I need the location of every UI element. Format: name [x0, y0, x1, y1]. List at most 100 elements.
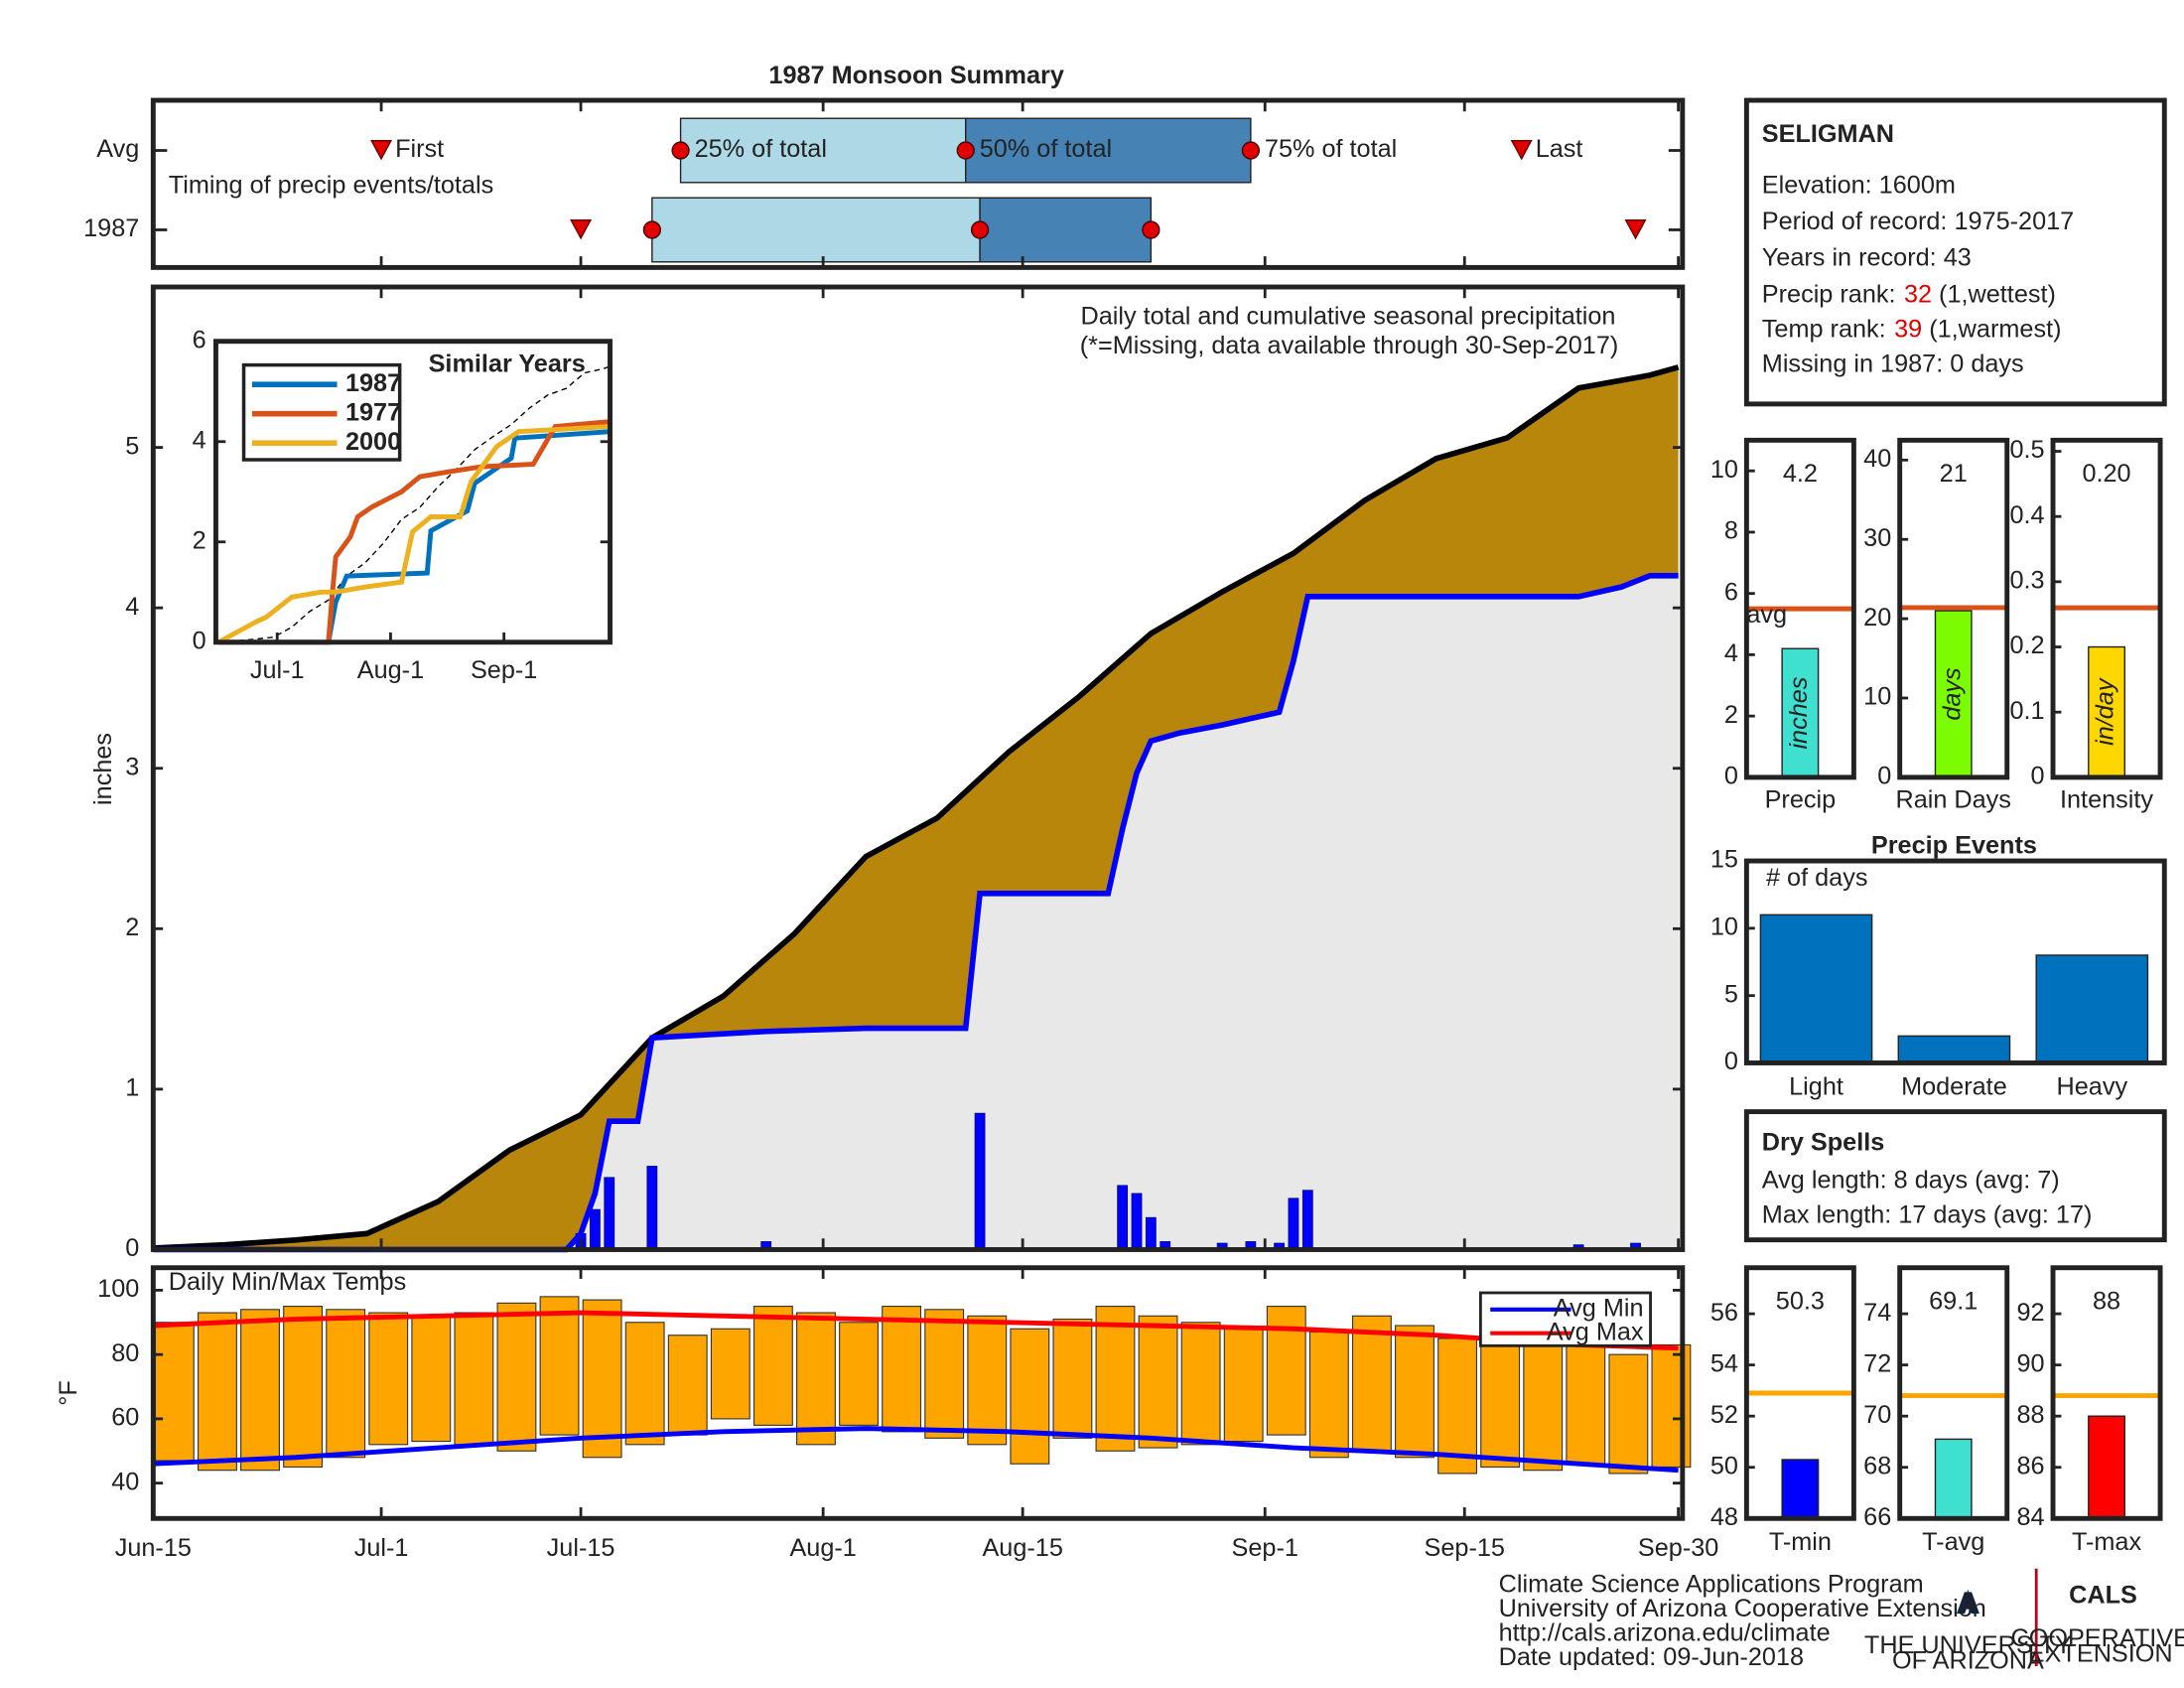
avg-label: avg	[1746, 601, 1787, 629]
category-label: Precip	[1765, 785, 1837, 813]
footer-line: University of Arizona Cooperative Extens…	[1499, 1595, 1986, 1622]
panel-frame	[150, 97, 1686, 270]
logo-text: COOPERATIVE	[2010, 1624, 2184, 1652]
inset-title: Similar Years	[429, 350, 586, 377]
y-tick-label: 66	[1863, 1503, 1891, 1531]
rank-label: Precip rank:	[1762, 280, 1896, 308]
y-tick-label: 5	[125, 432, 139, 460]
footer-line: http://cals.arizona.edu/climate	[1499, 1618, 1831, 1646]
temp-bar	[582, 1299, 622, 1459]
y-tick-label: 92	[2017, 1299, 2045, 1327]
y-tick-label: 20	[1863, 604, 1891, 632]
y-tick-label: 50	[1710, 1452, 1738, 1479]
q-box	[965, 117, 1252, 184]
daily-bar	[1301, 1190, 1313, 1250]
panel-frame	[150, 284, 1686, 1252]
panel-bg	[1746, 100, 2165, 404]
q-box	[651, 197, 981, 263]
temp-bar	[326, 1309, 366, 1459]
logo-text: OF ARIZONA	[1892, 1646, 2044, 1674]
y-tick-label: 74	[1863, 1299, 1891, 1327]
y-tick-label: 6	[193, 326, 206, 353]
y-tick-label: 48	[1710, 1503, 1738, 1531]
panel-frame	[1743, 1109, 2167, 1243]
y-tick-label: 10	[1710, 914, 1738, 941]
y-tick-label: 60	[111, 1404, 139, 1432]
bar	[1934, 610, 1973, 778]
line	[217, 424, 611, 644]
y-tick-label: 0	[2031, 763, 2045, 790]
average-line	[218, 365, 611, 642]
temp-bar	[1266, 1306, 1306, 1436]
y-tick-label: 84	[2017, 1503, 2045, 1531]
panel-frame	[2050, 437, 2163, 780]
y-tick-label: 10	[1710, 456, 1738, 484]
y-tick-label: 80	[111, 1339, 139, 1367]
station-info: Elevation: 1600m	[1762, 172, 1956, 200]
footer-line: Climate Science Applications Program	[1499, 1570, 1924, 1598]
x-tick-label: Sep-1	[1232, 1534, 1298, 1562]
temp-bar	[197, 1312, 237, 1472]
row-label: 1987	[83, 214, 139, 242]
line	[218, 429, 611, 645]
temp-bar	[667, 1335, 708, 1436]
x-tick-label: Aug-15	[982, 1534, 1062, 1562]
y-tick-label: 0.4	[2009, 501, 2044, 529]
y-axis-label: inches	[89, 733, 117, 805]
temp-bar	[624, 1322, 665, 1446]
temp-bar	[882, 1306, 922, 1433]
panel-frame	[1897, 1265, 2010, 1521]
y-tick-label: 54	[1710, 1349, 1738, 1377]
temp-bar	[967, 1315, 1008, 1446]
bar-label: inches	[1785, 676, 1813, 749]
temp-bar	[1138, 1315, 1178, 1449]
y-tick-label: 3	[125, 753, 139, 780]
dry-line: Avg length: 8 days (avg: 7)	[1762, 1166, 2060, 1194]
bar-label: days	[1938, 667, 1966, 721]
temp-bar	[1308, 1331, 1349, 1459]
dry-title: Dry Spells	[1762, 1129, 1885, 1157]
line	[153, 364, 1680, 1251]
y-tick-label: 5	[1724, 980, 1738, 1008]
x-tick-label: Aug-1	[789, 1534, 856, 1562]
temp-bar	[496, 1302, 537, 1452]
legend-label: Avg Min	[1554, 1294, 1644, 1322]
temp-bar	[154, 1322, 195, 1462]
y-tick-label: 0	[193, 627, 206, 654]
bar	[1781, 1459, 1820, 1519]
quantile-marker	[1142, 220, 1160, 239]
y-tick-label: 0.3	[2009, 567, 2044, 595]
line	[153, 573, 1679, 1253]
category-label: Rain Days	[1895, 785, 2010, 813]
marker-label: First	[395, 135, 444, 163]
canvas: 1987 Monsoon Summary Avg First 25% of total…	[55, 62, 2184, 1675]
y-tick-label: 2	[1724, 701, 1738, 729]
line	[153, 1310, 1679, 1351]
temp-bar	[283, 1306, 324, 1469]
y-tick-label: 30	[1863, 524, 1891, 552]
rank-note: (1,wettest)	[1939, 280, 2056, 308]
daily-bar	[646, 1166, 658, 1250]
temp-bar	[924, 1309, 965, 1439]
bar	[1934, 1438, 1973, 1519]
marker-label: 25% of total	[695, 135, 827, 163]
y-tick-label: 86	[2017, 1452, 2045, 1479]
temp-bar	[1480, 1335, 1521, 1469]
temp-bar	[1010, 1328, 1050, 1465]
axis-note: # of days	[1766, 864, 1867, 892]
y-tick-label: 2	[193, 526, 206, 554]
logo-text: EXTENSION	[2028, 1639, 2173, 1667]
temp-bar	[454, 1312, 494, 1446]
legend-box	[1478, 1291, 1652, 1347]
temp-bar	[1223, 1328, 1264, 1443]
y-tick-label: 68	[1863, 1452, 1891, 1479]
temp-bar	[539, 1296, 580, 1436]
x-tick-label: Jul-1	[354, 1534, 409, 1562]
category-label: T-min	[1769, 1528, 1832, 1556]
daily-bar	[974, 1112, 986, 1250]
legend-label: 1977	[345, 398, 401, 426]
event-marker	[1510, 140, 1533, 161]
legend-label: Avg Max	[1547, 1318, 1644, 1345]
